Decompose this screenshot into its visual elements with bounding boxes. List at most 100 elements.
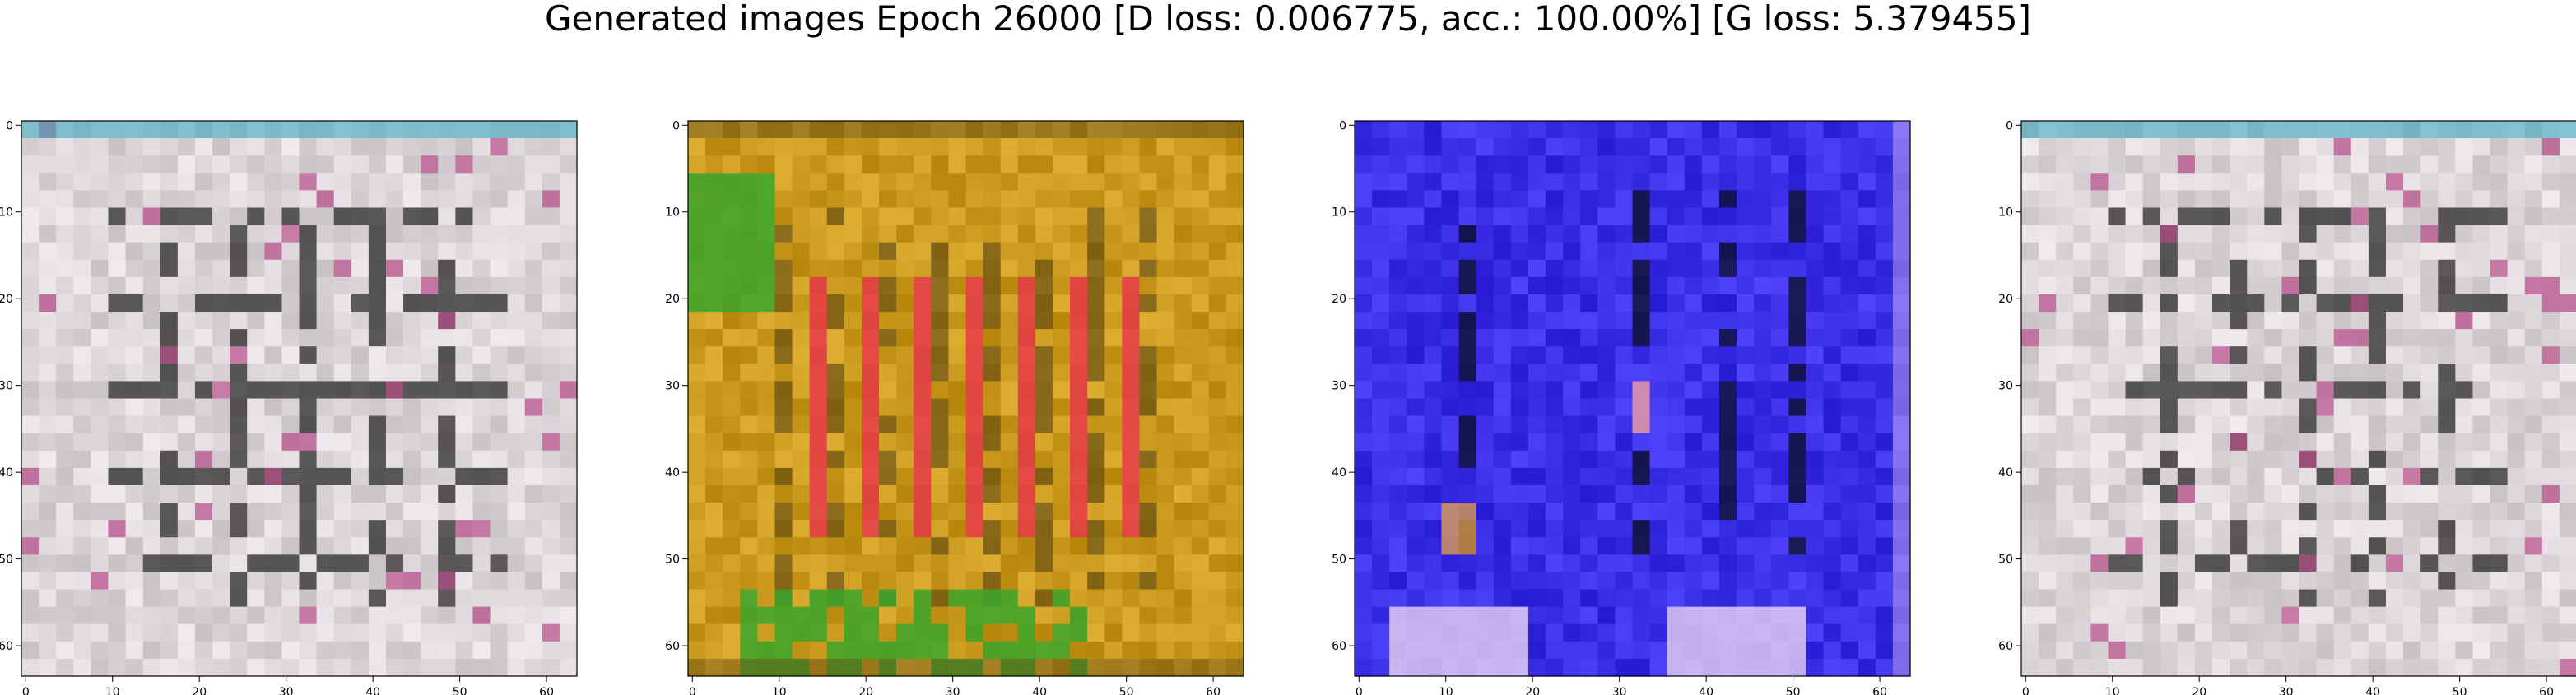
image-pixel-block — [1052, 641, 1071, 660]
image-pixel-block — [879, 641, 897, 660]
image-pixel-block — [948, 121, 967, 139]
image-pixel-block — [1017, 294, 1036, 313]
image-pixel-block — [385, 398, 404, 417]
image-pixel-block — [1892, 467, 1911, 486]
image-pixel-block — [792, 312, 811, 330]
image-pixel-block — [1580, 415, 1598, 434]
image-pixel-block — [1823, 381, 1842, 400]
image-pixel-block — [2385, 520, 2404, 538]
image-pixel-block — [1806, 467, 1825, 486]
image-pixel-block — [983, 155, 1002, 174]
image-pixel-block — [2281, 225, 2300, 243]
image-pixel-block — [1493, 173, 1512, 191]
x-tick-label: 20 — [2192, 686, 2206, 695]
image-pixel-block — [108, 415, 127, 434]
image-pixel-block — [1737, 606, 1755, 625]
image-pixel-block — [983, 503, 1002, 521]
image-pixel-block — [194, 398, 213, 417]
image-pixel-block — [2420, 554, 2439, 573]
image-pixel-block — [472, 623, 491, 642]
image-pixel-block — [1225, 207, 1244, 226]
image-pixel-block — [1458, 225, 1477, 243]
image-pixel-block — [740, 658, 758, 677]
image-pixel-block — [1546, 381, 1564, 400]
image-pixel-block — [455, 121, 474, 139]
image-pixel-block — [2438, 259, 2456, 278]
image-pixel-block — [1875, 537, 1894, 555]
image-pixel-block — [2177, 155, 2196, 174]
image-pixel-block — [931, 329, 949, 347]
image-pixel-block — [230, 276, 248, 295]
image-pixel-block — [160, 173, 179, 191]
image-pixel-block — [264, 173, 282, 191]
image-pixel-block — [2385, 433, 2404, 452]
image-pixel-block — [2350, 155, 2369, 174]
image-pixel-block — [1441, 589, 1460, 608]
image-pixel-block — [194, 225, 213, 243]
image-pixel-block — [1493, 312, 1512, 330]
image-pixel-block — [1597, 503, 1616, 521]
image-pixel-block — [861, 121, 880, 139]
image-pixel-block — [142, 190, 161, 209]
image-pixel-block — [2490, 484, 2509, 503]
image-pixel-block — [1104, 364, 1123, 382]
image-pixel-block — [948, 537, 967, 555]
image-pixel-block — [1191, 190, 1210, 209]
image-pixel-block — [1017, 606, 1036, 625]
image-pixel-block — [142, 173, 161, 191]
image-pixel-block — [2142, 606, 2161, 625]
image-pixel-block — [2472, 294, 2491, 313]
image-pixel-block — [2333, 225, 2352, 243]
image-pixel-block — [2073, 606, 2091, 625]
image-pixel-block — [1892, 520, 1911, 538]
image-pixel-block — [1104, 155, 1123, 174]
image-pixel-block — [1156, 641, 1175, 660]
image-pixel-block — [1788, 190, 1807, 209]
image-pixel-block — [2247, 623, 2265, 642]
image-pixel-block — [1684, 138, 1703, 156]
image-pixel-block — [1122, 415, 1141, 434]
image-pixel-block — [2108, 346, 2127, 364]
image-pixel-block — [2230, 381, 2248, 400]
image-pixel-block — [2264, 173, 2282, 191]
image-pixel-block — [896, 381, 914, 400]
image-pixel-block — [2438, 346, 2456, 364]
image-pixel-block — [948, 606, 967, 625]
image-pixel-block — [844, 312, 863, 330]
image-pixel-block — [1840, 381, 1859, 400]
image-pixel-block — [455, 415, 474, 434]
image-pixel-block — [1087, 433, 1105, 452]
image-pixel-block — [2142, 484, 2161, 503]
image-pixel-block — [194, 207, 213, 226]
image-pixel-block — [740, 207, 758, 226]
image-pixel-block — [507, 415, 526, 434]
image-pixel-block — [1458, 242, 1477, 261]
image-pixel-block — [1372, 623, 1390, 642]
image-pixel-block — [264, 312, 282, 330]
image-pixel-block — [385, 312, 404, 330]
image-pixel-block — [723, 346, 741, 364]
image-pixel-block — [1191, 415, 1210, 434]
image-pixel-block — [1858, 173, 1876, 191]
image-pixel-block — [2194, 658, 2213, 677]
image-pixel-block — [160, 121, 179, 139]
image-pixel-block — [385, 259, 404, 278]
image-pixel-block — [1510, 138, 1529, 156]
image-pixel-block — [1806, 207, 1825, 226]
image-pixel-block — [39, 259, 57, 278]
image-pixel-block — [1355, 641, 1373, 660]
image-pixel-block — [2524, 433, 2543, 452]
image-pixel-block — [1580, 121, 1598, 139]
image-pixel-block — [56, 364, 74, 382]
image-pixel-block — [142, 554, 161, 573]
image-pixel-block — [2333, 173, 2352, 191]
image-pixel-block — [2559, 641, 2576, 660]
image-pixel-block — [2039, 450, 2057, 469]
image-pixel-block — [1104, 381, 1123, 400]
image-pixel-block — [2368, 259, 2387, 278]
image-pixel-block — [333, 121, 352, 139]
image-pixel-block — [2142, 398, 2161, 417]
image-pixel-block — [1355, 623, 1373, 642]
image-pixel-block — [723, 658, 741, 677]
image-pixel-block — [1104, 450, 1123, 469]
